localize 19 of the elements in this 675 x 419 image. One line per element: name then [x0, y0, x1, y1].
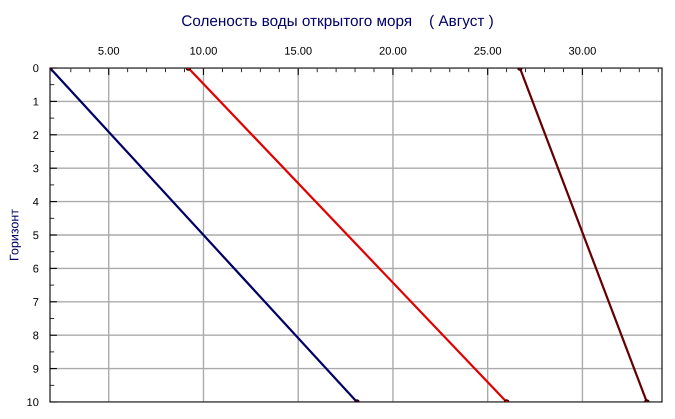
y-tick-label: 10 [27, 398, 38, 406]
x-tick-label: 15.00 [285, 46, 312, 55]
y-tick-label: 6 [33, 264, 38, 273]
x-tick-label: 30.00 [568, 46, 596, 55]
y-tick-label: 3 [33, 164, 38, 172]
x-tick-label: 20.00 [380, 46, 406, 55]
y-tick-label: 5 [33, 231, 38, 240]
y-axis-title: Горизонт [10, 209, 21, 260]
x-tick-label: 5.00 [98, 46, 120, 55]
y-tick-label: 0 [33, 64, 38, 72]
y-tick-label: 4 [32, 198, 39, 206]
y-tick-label: 2 [33, 131, 38, 139]
x-tick-label: 10.00 [190, 46, 217, 55]
y-tick-label: 1 [34, 98, 38, 106]
chart-title: Соленость воды открытого моря ( Август ) [182, 14, 493, 30]
x-tick-label: 25.00 [474, 46, 502, 55]
y-tick-label: 7 [33, 298, 38, 306]
y-tick-label: 9 [33, 364, 38, 373]
y-tick-label: 8 [33, 331, 38, 340]
